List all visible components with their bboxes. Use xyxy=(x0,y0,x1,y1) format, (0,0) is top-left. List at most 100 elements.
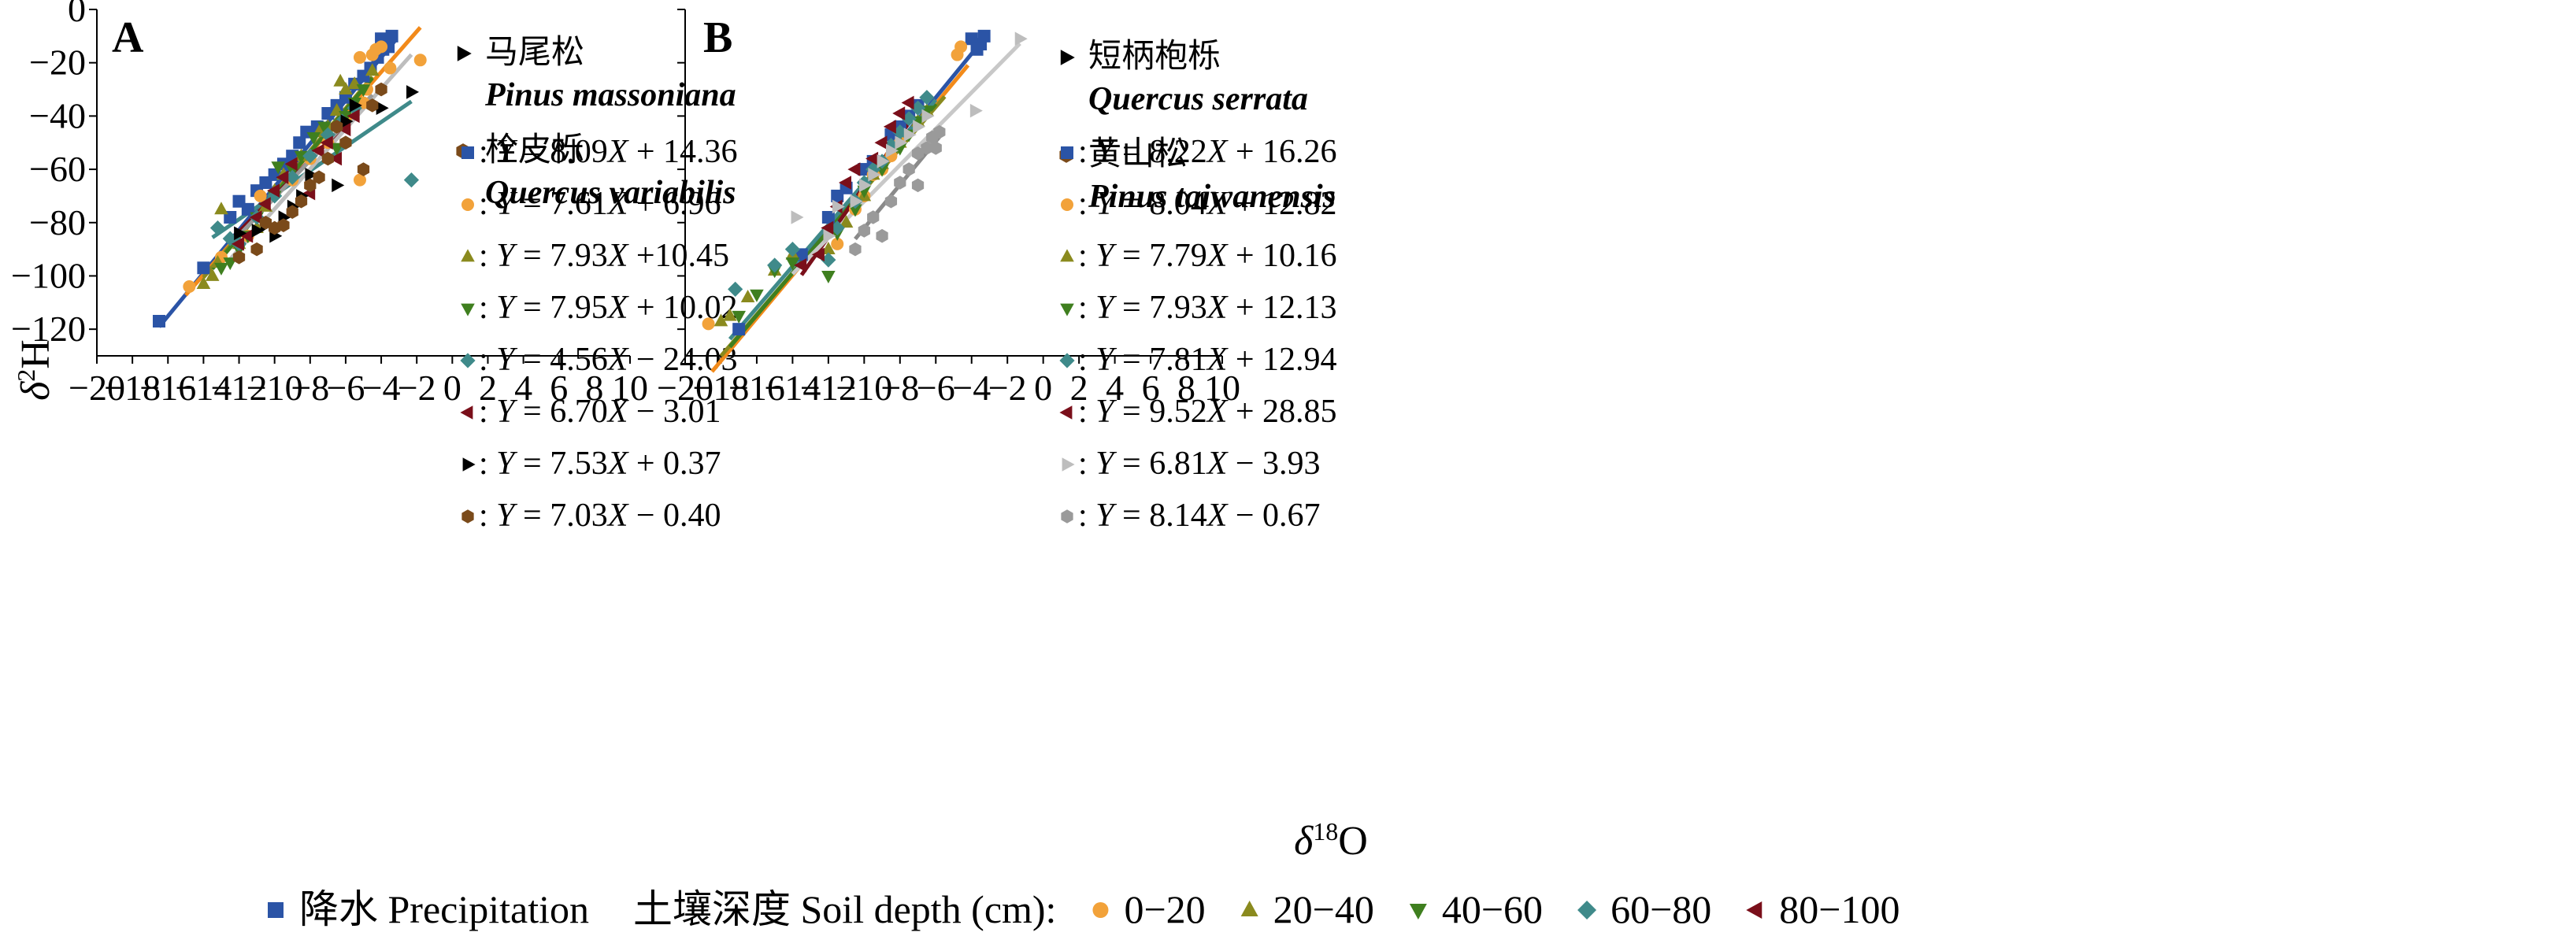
point-quercus_v xyxy=(232,250,246,265)
equation-legend-d0_20: : Y = 7.61X + 6.96 xyxy=(479,186,721,222)
point-quercus_s xyxy=(969,103,983,118)
x-tick-label: −8 xyxy=(880,368,919,408)
point-quercus_v xyxy=(313,170,325,185)
point-d40_60 xyxy=(306,132,321,146)
equation-legend-marker-pinus_m xyxy=(462,457,476,472)
x-tick-label: 8 xyxy=(1177,368,1195,408)
point-d20_40 xyxy=(839,215,854,228)
point-quercus_s xyxy=(903,128,917,142)
point-d20_40 xyxy=(196,276,211,290)
x-tick-label: −6 xyxy=(917,368,955,408)
bottom-legend-marker xyxy=(1092,902,1109,918)
point-d60_80 xyxy=(910,100,926,116)
point-d40_60 xyxy=(732,310,746,324)
point-quercus_v xyxy=(357,162,370,176)
x-axis-title: δ18O xyxy=(1294,817,1368,864)
point-d80_100 xyxy=(311,143,324,158)
equation-legend-marker-d20_40 xyxy=(461,249,475,262)
species-legend-latin: Quercus serrata xyxy=(1088,81,1308,117)
equation-legend-quercus_v: : Y = 7.03X − 0.40 xyxy=(479,498,721,534)
x-tick-label: −20 xyxy=(69,368,125,408)
equation-legend-precip: : Y = 8.22X + 16.26 xyxy=(1078,134,1337,170)
point-quercus_s xyxy=(1014,31,1028,46)
point-d40_60 xyxy=(750,289,764,302)
x-tick-label: 0 xyxy=(1034,368,1052,408)
point-pinus_t xyxy=(933,124,946,139)
point-pinus_t xyxy=(903,162,915,176)
equation-legend-marker-quercus_v xyxy=(461,509,474,524)
x-tick-label: 8 xyxy=(585,368,603,408)
x-tick-label: 0 xyxy=(443,368,461,408)
point-pinus_m xyxy=(340,114,354,128)
point-quercus_v xyxy=(321,151,334,166)
x-tick-label: −6 xyxy=(326,368,365,408)
point-d20_40 xyxy=(365,63,380,76)
point-d0_20 xyxy=(954,40,968,54)
x-tick-label: 10 xyxy=(1204,368,1240,408)
point-d60_80 xyxy=(901,111,917,127)
bottom-legend-marker xyxy=(268,902,284,918)
equation-legend-d0_20: : Y = 8.04X + 12.82 xyxy=(1078,186,1337,222)
equation-legend-marker-d40_60 xyxy=(1060,303,1074,316)
point-d80_100 xyxy=(276,170,289,185)
point-precip xyxy=(385,29,398,43)
point-d20_40 xyxy=(333,73,347,87)
x-tick-label: −20 xyxy=(657,368,713,408)
x-tick-label: 2 xyxy=(1070,368,1088,408)
equation-legend-marker-d80_100 xyxy=(1059,405,1073,420)
y-tick-label: −100 xyxy=(11,255,86,295)
x-tick-label: 6 xyxy=(550,368,568,408)
bottom-legend-label: 40−60 xyxy=(1442,887,1543,931)
y-tick-label: 0 xyxy=(68,0,86,29)
x-tick-label: −14 xyxy=(175,368,232,408)
point-d80_100 xyxy=(267,183,280,198)
x-tick-label: −4 xyxy=(362,368,401,408)
point-pinus_t xyxy=(867,210,880,224)
point-quercus_s xyxy=(895,135,908,150)
point-d60_80 xyxy=(767,257,783,273)
point-pinus_m xyxy=(332,178,345,193)
point-quercus_v xyxy=(366,98,379,113)
equation-legend-pinus_m: : Y = 7.53X + 0.37 xyxy=(479,446,721,482)
y-tick-label: −120 xyxy=(11,309,86,349)
point-quercus_s xyxy=(877,154,890,168)
x-tick-label: 2 xyxy=(479,368,497,408)
point-d20_40 xyxy=(339,81,353,94)
point-d80_100 xyxy=(839,176,851,190)
point-pinus_m xyxy=(406,85,420,99)
point-quercus_s xyxy=(832,199,845,214)
point-quercus_v xyxy=(375,82,387,97)
point-d0_20 xyxy=(384,61,397,75)
point-d80_100 xyxy=(821,220,834,235)
point-precip xyxy=(152,315,165,327)
point-d80_100 xyxy=(892,106,906,120)
point-d20_40 xyxy=(713,313,728,327)
point-d60_80 xyxy=(320,127,335,142)
equation-legend-marker-d20_40 xyxy=(1060,249,1074,262)
point-d60_80 xyxy=(403,172,420,188)
x-tick-label: −12 xyxy=(211,368,268,408)
point-pinus_t xyxy=(894,176,906,190)
x-tick-label: −8 xyxy=(291,368,329,408)
point-d0_20 xyxy=(375,40,388,54)
panel-a-chart: −20−18−16−14−12−10−8−6−4−2 0 2 4 6 8 100−20−40… xyxy=(11,0,738,534)
point-quercus_v xyxy=(286,205,298,220)
point-d0_20 xyxy=(702,317,715,331)
point-d40_60 xyxy=(785,257,800,271)
equation-legend-d40_60: : Y = 7.93X + 12.13 xyxy=(1078,290,1337,326)
point-quercus_s xyxy=(850,194,863,209)
bottom-legend-label: 20−40 xyxy=(1273,887,1374,931)
equation-legend-d60_80: : Y = 7.81X + 12.94 xyxy=(1078,342,1337,378)
point-quercus_v xyxy=(250,242,263,257)
point-d0_20 xyxy=(413,54,427,67)
point-precip xyxy=(970,43,984,56)
species-legend-cn: 马尾松 xyxy=(485,35,584,71)
point-d20_40 xyxy=(821,242,836,255)
point-quercus_s xyxy=(823,228,836,243)
point-d40_60 xyxy=(848,204,862,217)
x-tick-label: 10 xyxy=(612,368,648,408)
point-d60_80 xyxy=(919,90,935,105)
equation-legend-marker-precip xyxy=(1061,146,1073,159)
point-quercus_s xyxy=(791,210,804,224)
point-pinus_m xyxy=(234,226,247,241)
